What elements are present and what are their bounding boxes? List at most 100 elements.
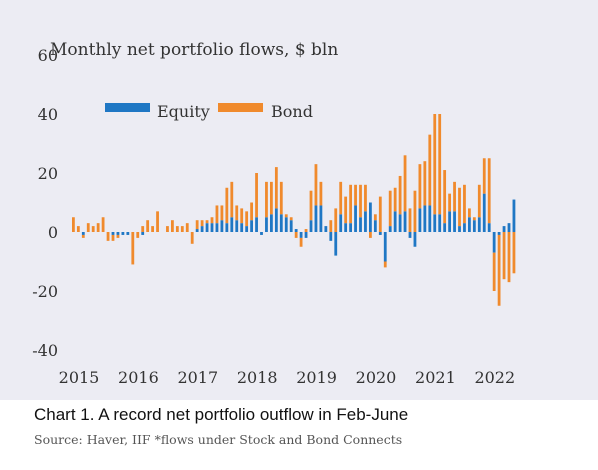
- bond-bar: [512, 232, 516, 274]
- bond-bar: [438, 114, 442, 215]
- equity-bar: [492, 232, 496, 253]
- bond-bar: [418, 164, 422, 209]
- equity-bar: [299, 232, 303, 238]
- bond-bar: [433, 114, 437, 215]
- bond-bar: [413, 190, 417, 232]
- equity-bar: [250, 220, 253, 232]
- bond-bar: [180, 226, 184, 232]
- bond-bar: [369, 232, 372, 238]
- bond-bar: [403, 155, 407, 212]
- equity-bar: [319, 205, 323, 232]
- bond-bar: [294, 232, 298, 238]
- bond-bar: [76, 226, 80, 232]
- bond-bar: [116, 234, 120, 238]
- x-tick-label: 2017: [177, 368, 218, 387]
- bond-bar: [136, 232, 140, 238]
- equity-bar: [334, 232, 338, 256]
- equity-bar: [477, 217, 481, 232]
- equity-bar: [240, 223, 244, 232]
- equity-bar: [121, 232, 125, 235]
- equity-bar: [245, 226, 249, 232]
- bond-bar: [477, 184, 481, 218]
- bond-bar: [255, 173, 258, 218]
- equity-bar: [141, 232, 145, 235]
- bond-bar: [265, 181, 268, 218]
- equity-bar: [314, 205, 318, 232]
- equity-bar: [443, 223, 447, 232]
- equity-bar: [472, 220, 476, 232]
- equity-bar: [373, 220, 377, 232]
- bond-bar: [398, 175, 402, 215]
- equity-bar: [468, 217, 471, 232]
- bond-bar: [96, 223, 100, 232]
- equity-bar: [260, 232, 263, 235]
- y-tick-label: 0: [48, 223, 58, 242]
- equity-bar: [413, 232, 417, 247]
- equity-bar: [423, 205, 427, 232]
- x-tick-label: 2016: [118, 368, 159, 387]
- bond-bar: [309, 190, 313, 221]
- bond-bar: [200, 220, 204, 227]
- bond-bar: [101, 217, 105, 232]
- chart-title: Monthly net portfolio flows, $ bln: [50, 40, 338, 60]
- legend-swatch-bond: [218, 103, 263, 112]
- bond-bar: [319, 181, 323, 206]
- equity-bar: [349, 223, 352, 232]
- bond-bar: [468, 208, 471, 218]
- bond-bar: [151, 226, 154, 232]
- equity-bar: [284, 217, 288, 232]
- equity-bar: [270, 214, 273, 232]
- equity-bar: [378, 232, 382, 235]
- equity-bar: [279, 214, 283, 232]
- equity-bar: [369, 202, 372, 232]
- equity-bar: [329, 232, 333, 241]
- y-tick-label: -40: [32, 341, 58, 360]
- equity-bar: [448, 211, 451, 232]
- bond-bar: [383, 261, 387, 268]
- equity-bar: [428, 205, 432, 232]
- bond-bar: [497, 234, 501, 306]
- bond-bar: [463, 184, 466, 224]
- equity-bar: [210, 223, 214, 232]
- equity-bar: [512, 199, 516, 232]
- bond-bar: [388, 190, 392, 227]
- y-tick-label: 60: [38, 46, 58, 65]
- equity-bar: [116, 232, 120, 235]
- y-tick-label: 40: [38, 105, 58, 124]
- bond-bar: [304, 229, 308, 232]
- x-tick-label: 2021: [415, 368, 456, 387]
- equity-bar: [487, 223, 491, 232]
- bond-bar: [502, 232, 506, 280]
- bond-bar: [131, 232, 135, 265]
- bond-bar: [190, 232, 194, 244]
- chart-source: Source: Haver, IIF *flows under Stock an…: [34, 432, 403, 447]
- bond-bar: [314, 164, 318, 206]
- bond-bar: [274, 167, 278, 209]
- equity-bar: [502, 226, 506, 232]
- bond-bar: [141, 226, 145, 232]
- bond-bar: [359, 184, 362, 218]
- bond-bar: [195, 220, 199, 230]
- x-tick-label: 2019: [296, 368, 337, 387]
- bond-bar: [235, 205, 239, 221]
- bond-bar: [339, 181, 343, 215]
- chart-caption: Chart 1. A record net portfolio outflow …: [34, 405, 409, 424]
- bond-bar: [507, 232, 511, 283]
- bond-bar: [349, 184, 352, 224]
- bond-bar: [482, 158, 486, 194]
- bond-bar: [111, 234, 115, 241]
- equity-bar: [230, 217, 234, 232]
- x-tick-label: 2018: [237, 368, 278, 387]
- legend-label-equity: Equity: [157, 102, 210, 121]
- equity-bar: [274, 208, 278, 232]
- equity-bar: [453, 211, 456, 232]
- equity-bar: [383, 232, 387, 262]
- equity-bar: [304, 232, 308, 238]
- equity-bar: [195, 229, 199, 232]
- equity-bar: [225, 223, 229, 232]
- bond-bar: [156, 211, 159, 232]
- bond-bar: [210, 217, 214, 224]
- x-tick-label: 2020: [356, 368, 397, 387]
- equity-bar: [200, 226, 204, 232]
- bond-bar: [289, 217, 293, 221]
